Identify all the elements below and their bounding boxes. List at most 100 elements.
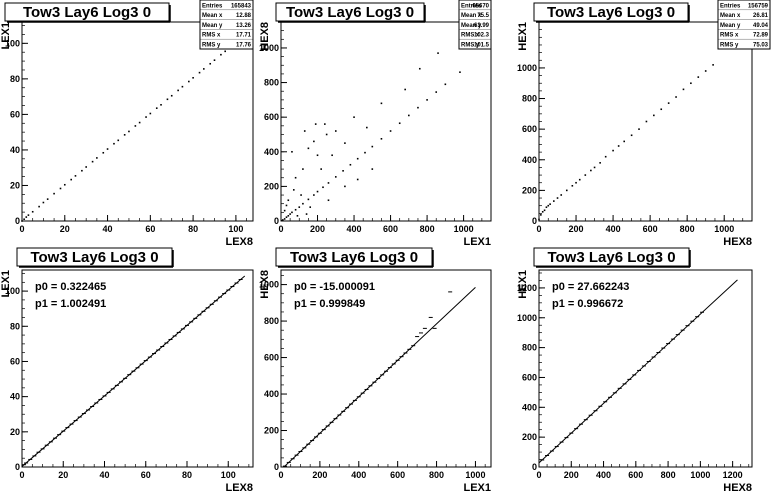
data-point [599,162,601,164]
stats-label: Entries [202,3,223,9]
data-point [584,174,587,176]
data-point [188,80,190,83]
y-tick-label: 600 [522,372,537,382]
x-tick-label: 80 [182,470,192,480]
stats-value: 101.5 [474,43,490,49]
y-axis-label: HEX1 [517,270,529,299]
plot-frame [21,269,254,468]
stats-value: 26.81 [753,13,769,19]
stats-label: RMS x [461,33,480,39]
y-tick-label: 1000 [259,280,279,290]
data-point [667,102,670,104]
title-box [4,2,170,22]
x-tick-label: 0 [536,224,541,234]
stats-label: Entries [720,3,741,9]
chart-title: Tow3 Lay6 Log3 0 [30,249,158,266]
chart-panel-1: 0 20 40 60 80 100 0 20 40 60 80 100 LEX8 LEX1 Tow3 Lay… [0,0,254,248]
data-point [285,204,288,207]
stats-label: Mean y [202,23,223,29]
y-tick-label: 0 [532,462,537,472]
y-tick-label: 0 [274,216,279,226]
data-point [398,122,401,125]
data-point [198,71,201,74]
data-point [303,130,306,132]
data-point [313,194,315,196]
x-tick-label: 200 [569,224,584,234]
data-point [556,197,559,199]
data-point [320,168,322,170]
data-point [560,194,563,196]
y-tick-label: 100 [5,38,20,48]
data-point [106,148,109,150]
x-tick-label: 0 [278,470,283,480]
x-tick-label: 400 [606,224,621,234]
data-point [404,88,406,91]
data-point [298,206,301,208]
data-point [334,130,337,132]
data-point [281,219,283,222]
y-tick-label: 0 [15,216,20,226]
data-point [25,216,28,218]
chart-panel-5: 0 200 400 600 800 1000 0 200 400 600 800 1000 LEX1 HE… [259,247,492,492]
fit-param-p0: p0 = 27.662243 [552,281,629,293]
data-point [349,163,352,166]
chart-title: Tow3 Lay6 Log3 0 [286,4,414,21]
data-point [697,76,700,78]
data-point [149,112,152,115]
y-tick-label: 800 [522,94,537,104]
plot-frame [280,21,492,222]
data-point [366,126,368,129]
y-axis-label: LEX1 [0,270,12,298]
x-tick-label: 600 [383,224,398,234]
data-point [578,178,581,181]
x-tick-label: 100 [228,224,243,234]
data-point [307,147,310,150]
data-point [283,209,286,212]
chart-title: Tow3 Lay6 Log3 0 [547,249,675,266]
y-tick-label: 200 [522,185,537,195]
stats-value: 63.99 [474,23,490,29]
y-tick-label: 800 [522,343,537,353]
data-point [309,206,312,208]
stats-label: Mean x [720,13,741,19]
x-tick-label: 200 [310,224,325,234]
x-tick-label: 1000 [465,470,485,480]
data-point [289,213,291,215]
data-point [302,202,304,205]
data-point [74,175,77,177]
y-tick-label: 400 [522,402,537,412]
data-point [38,205,40,208]
stats-label: Entries [461,3,482,9]
stats-label: RMS y [202,43,221,49]
fit-param-p1: p1 = 0.996672 [552,298,623,310]
data-point [426,99,428,101]
x-tick-label: 0 [536,470,541,480]
data-point [224,50,226,53]
data-point [593,166,596,169]
data-point [418,67,421,70]
y-tick-label: 1000 [259,43,279,53]
stats-value: 165843 [231,3,252,9]
y-tick-label: 1200 [517,283,537,293]
y-tick-label: 0 [274,462,279,472]
data-point [408,114,410,117]
x-tick-label: 200 [312,470,327,480]
data-point [160,103,162,106]
plot-frame [21,21,254,222]
data-point [134,125,137,127]
data-point [117,139,120,142]
data-point [287,215,290,217]
data-point [353,116,355,118]
data-point [123,134,126,136]
data-point [712,64,714,66]
data-point [704,70,707,72]
data-point [85,166,87,168]
chart-title: Tow3 Lay6 Log3 0 [290,249,418,266]
y-tick-label: 80 [10,74,20,84]
data-point [549,203,551,205]
data-point [380,138,383,140]
data-point [571,184,574,187]
stats-value: 17.76 [236,43,252,49]
chart-panel-6: 0 200 400 600 800 1000 1200 0 200 400 600 800 1000 12… [517,247,753,492]
fit-line [538,279,738,464]
